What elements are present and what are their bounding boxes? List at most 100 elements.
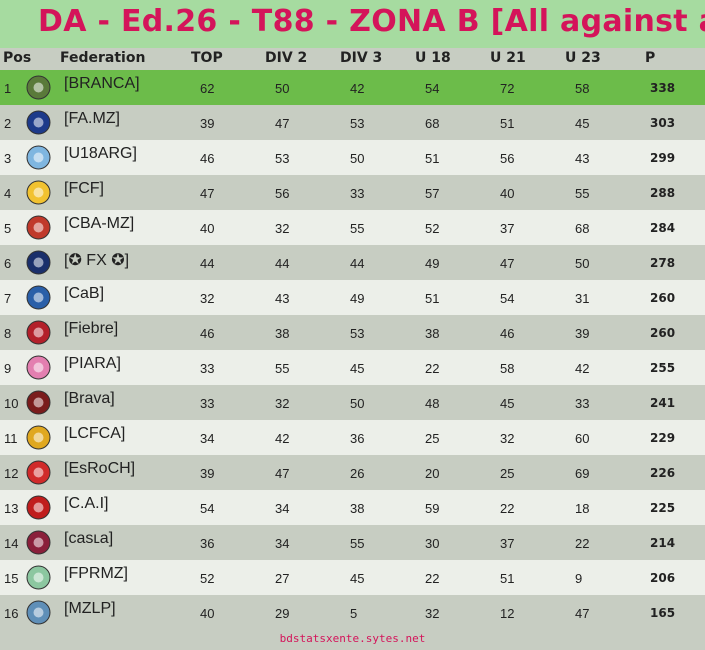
row-u18: 51 [425,151,440,166]
row-u23: 22 [575,536,590,551]
yellow-crest-icon [26,425,51,450]
row-u21: 22 [500,501,515,516]
row-top: 33 [200,361,215,376]
row-u18: 52 [425,221,440,236]
row-div2: 56 [275,186,290,201]
table-row: 5 [CBA-MZ] 40 32 55 52 37 68 284 [0,210,705,245]
row-u23: 60 [575,431,590,446]
row-federation: [✪ FX ✪] [64,252,130,269]
row-federation: [MZLP] [64,600,116,617]
row-top: 33 [200,396,215,411]
row-top: 44 [200,256,215,271]
row-u21: 58 [500,361,515,376]
boca-crest-icon [26,250,51,275]
row-u21: 47 [500,256,515,271]
row-top: 39 [200,116,215,131]
row-position: 3 [4,151,12,166]
row-div3: 55 [350,536,365,551]
independiente-crest-icon [26,495,51,520]
row-u23: 45 [575,116,590,131]
row-points: 225 [650,501,676,515]
row-div2: 47 [275,466,290,481]
row-u23: 39 [575,326,590,341]
row-u18: 48 [425,396,440,411]
row-u18: 49 [425,256,440,271]
row-federation: [C.A.I] [64,495,109,512]
row-top: 36 [200,536,215,551]
row-position: 14 [4,536,19,551]
row-u18: 30 [425,536,440,551]
globe-crest-icon [26,565,51,590]
row-u23: 50 [575,256,590,271]
row-federation: [CBA-MZ] [64,215,135,232]
row-div2: 43 [275,291,290,306]
row-position: 8 [4,326,12,341]
row-div3: 42 [350,81,365,96]
page-title: DA - Ed.26 - T88 - ZONA B [All against a… [0,0,705,48]
row-div3: 5 [350,606,358,621]
table-row: 3 [U18ARG] 46 53 50 51 56 43 299 [0,140,705,175]
row-points: 338 [650,81,676,95]
row-div2: 34 [275,536,290,551]
row-div3: 45 [350,361,365,376]
row-u18: 57 [425,186,440,201]
header-div2: DIV 2 [265,50,308,66]
row-div2: 47 [275,116,290,131]
title-text: DA - Ed.26 - T88 - ZONA B [All against a… [38,4,705,39]
row-points: 226 [650,466,676,480]
row-top: 46 [200,326,215,341]
header-top: TOP [191,50,223,66]
table-header: Pos Federation TOP DIV 2 DIV 3 U 18 U 21… [0,48,705,70]
row-position: 7 [4,291,12,306]
row-u23: 33 [575,396,590,411]
row-position: 12 [4,466,19,481]
row-top: 54 [200,501,215,516]
row-u18: 20 [425,466,440,481]
row-u23: 47 [575,606,590,621]
row-federation: [PIARA] [64,355,121,372]
row-u23: 55 [575,186,590,201]
row-position: 5 [4,221,12,236]
row-federation: [FCF] [64,180,104,197]
row-div2: 50 [275,81,290,96]
table-row: 4 [FCF] 47 56 33 57 40 55 288 [0,175,705,210]
dark-shield-crest-icon [26,390,51,415]
row-points: 255 [650,361,676,375]
row-position: 9 [4,361,12,376]
row-points: 206 [650,571,676,585]
row-top: 34 [200,431,215,446]
row-federation: [FA.MZ] [64,110,120,127]
row-u23: 68 [575,221,590,236]
red-black-crest-icon [26,320,51,345]
row-top: 40 [200,221,215,236]
row-federation: [BRANCA] [64,75,140,92]
row-points: 284 [650,221,676,235]
bird-crest-icon [26,75,51,100]
blue-circle-crest-icon [26,285,51,310]
red-crest-icon [26,215,51,240]
row-u18: 54 [425,81,440,96]
table-row: 8 [Fiebre] 46 38 53 38 46 39 260 [0,315,705,350]
row-points: 260 [650,291,676,305]
table-row: 2 [FA.MZ] 39 47 53 68 51 45 303 [0,105,705,140]
row-div2: 29 [275,606,290,621]
row-top: 32 [200,291,215,306]
table-row: 16 [MZLP] 40 29 5 32 12 47 165 [0,595,705,630]
row-u18: 38 [425,326,440,341]
row-u18: 68 [425,116,440,131]
row-u23: 43 [575,151,590,166]
blue-shield-icon [26,110,51,135]
row-federation: [FPRMZ] [64,565,128,582]
row-u23: 69 [575,466,590,481]
row-u18: 59 [425,501,440,516]
row-top: 47 [200,186,215,201]
row-div3: 53 [350,116,365,131]
row-u21: 46 [500,326,515,341]
row-points: 241 [650,396,676,410]
row-position: 13 [4,501,19,516]
table-row: 9 [PIARA] 33 55 45 22 58 42 255 [0,350,705,385]
row-federation: [Fiebre] [64,320,119,337]
row-div3: 26 [350,466,365,481]
header-p: P [645,50,656,66]
row-top: 40 [200,606,215,621]
